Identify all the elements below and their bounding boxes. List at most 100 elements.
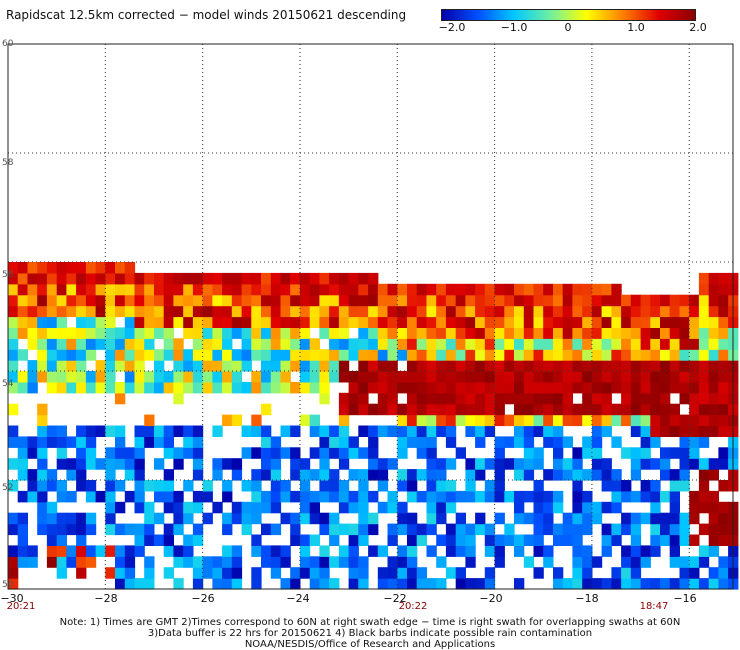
data-cell (436, 458, 447, 470)
data-cell (611, 327, 622, 339)
data-cell (689, 425, 700, 437)
data-cell (319, 556, 330, 568)
data-cell (183, 327, 194, 339)
data-cell (134, 523, 145, 536)
data-cell (368, 360, 379, 372)
data-cell (484, 403, 496, 416)
data-cell (426, 305, 437, 318)
data-cell (261, 545, 272, 557)
data-cell (56, 425, 67, 437)
data-cell (465, 414, 476, 427)
data-cell (407, 294, 418, 307)
data-cell (299, 480, 311, 492)
data-cell (708, 501, 719, 514)
data-cell (543, 349, 554, 361)
data-cell (309, 414, 320, 427)
data-cell (134, 469, 145, 481)
data-cell (85, 272, 97, 285)
data-cell (698, 371, 710, 383)
data-cell (504, 490, 515, 503)
data-cell (144, 512, 155, 525)
data-cell (231, 414, 243, 427)
data-cell (348, 545, 359, 557)
data-cell (621, 414, 632, 427)
data-cell (37, 338, 48, 350)
data-cell (8, 458, 19, 470)
data-cell (368, 381, 379, 394)
data-cell (37, 490, 48, 503)
data-cell (640, 480, 651, 492)
data-cell (163, 272, 174, 285)
data-cell (708, 392, 719, 405)
data-cell (85, 545, 97, 557)
data-cell (309, 360, 320, 372)
data-cell (290, 534, 301, 546)
data-cell (553, 360, 564, 372)
data-cell (533, 534, 544, 546)
data-cell (212, 578, 223, 590)
data-cell (46, 512, 58, 525)
data-cell (46, 545, 58, 557)
data-cell (533, 294, 544, 307)
data-cell (329, 360, 340, 372)
data-cell (368, 294, 379, 307)
data-cell (222, 480, 233, 492)
data-cell (261, 425, 272, 437)
data-cell (708, 305, 719, 318)
data-cell (630, 556, 642, 568)
data-cell (494, 414, 505, 427)
data-cell (124, 305, 136, 318)
data-cell (708, 360, 719, 372)
data-cell (358, 534, 369, 546)
data-cell (562, 392, 573, 405)
data-cell (708, 534, 719, 546)
data-cell (299, 567, 311, 579)
data-cell (407, 490, 418, 503)
data-cell (475, 327, 486, 339)
data-cell (115, 283, 126, 296)
data-cell (445, 490, 457, 503)
data-cell (290, 469, 301, 481)
data-cell (377, 305, 389, 318)
data-cell (621, 403, 632, 416)
data-cell (611, 414, 622, 427)
data-cell (504, 338, 515, 350)
data-cell (17, 490, 28, 503)
data-cell (27, 338, 38, 350)
data-cell (436, 534, 447, 546)
data-cell (475, 490, 486, 503)
data-cell (533, 501, 544, 514)
data-cell (572, 556, 583, 568)
data-cell (261, 523, 272, 536)
data-cell (553, 436, 564, 448)
data-cell (85, 480, 97, 492)
note-line-3: NOAA/NESDIS/Office of Research and Appli… (244, 639, 496, 650)
data-cell (192, 556, 204, 568)
data-cell (183, 316, 194, 328)
data-cell (270, 327, 282, 339)
data-cell (591, 556, 603, 568)
data-cell (290, 305, 301, 318)
data-cell (124, 523, 136, 536)
data-cell (553, 403, 564, 416)
data-cell (319, 371, 330, 383)
data-cell (76, 272, 87, 285)
data-cell (76, 534, 87, 546)
data-cell (660, 371, 671, 383)
data-cell (261, 469, 272, 481)
data-cell (280, 490, 291, 503)
data-cell (241, 272, 252, 285)
data-cell (280, 305, 291, 318)
data-cell (66, 469, 77, 481)
data-cell (163, 447, 174, 459)
data-cell (660, 512, 671, 525)
data-cell (660, 447, 671, 459)
data-cell (650, 523, 661, 536)
data-cell (407, 436, 418, 448)
data-cell (231, 305, 243, 318)
data-cell (231, 371, 243, 383)
data-cell (299, 349, 311, 361)
data-cell (319, 436, 330, 448)
data-cell (436, 360, 447, 372)
data-cell (630, 294, 642, 307)
